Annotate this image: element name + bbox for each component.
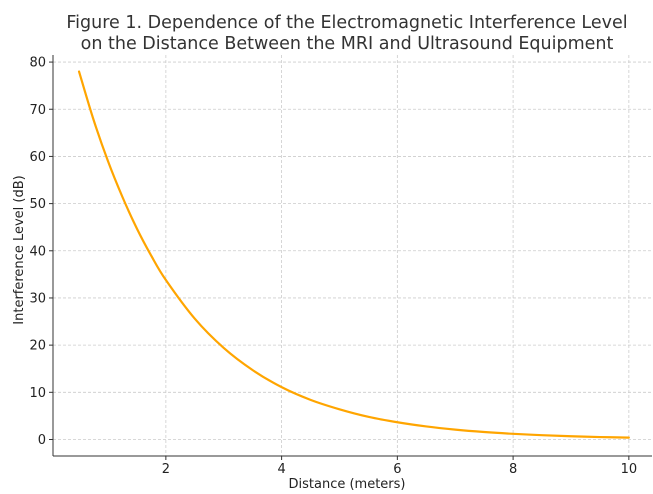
chart-title-line-1: Figure 1. Dependence of the Electromagne… bbox=[66, 13, 627, 33]
grid bbox=[53, 55, 652, 456]
y-tick-label-50: 50 bbox=[29, 197, 46, 212]
y-tick-label-10: 10 bbox=[29, 386, 46, 401]
chart-title: Figure 1. Dependence of the Electromagne… bbox=[66, 13, 627, 54]
y-tick-label-40: 40 bbox=[29, 244, 46, 259]
y-axis-label: Interference Level (dB) bbox=[12, 175, 27, 324]
x-tick-label-10: 10 bbox=[621, 462, 638, 477]
y-tick-label-0: 0 bbox=[38, 433, 46, 448]
axes-frame bbox=[52, 55, 652, 457]
x-tick-label-4: 4 bbox=[277, 462, 285, 477]
x-tick-label-2: 2 bbox=[162, 462, 170, 477]
x-tick-label-6: 6 bbox=[393, 462, 401, 477]
chart-title-line-2: on the Distance Between the MRI and Ultr… bbox=[81, 34, 614, 54]
series-line-0 bbox=[77, 70, 630, 439]
y-tick-label-20: 20 bbox=[29, 339, 46, 354]
x-axis: 2 4 6 8 10 bbox=[162, 456, 637, 477]
x-axis-label: Distance (meters) bbox=[289, 477, 406, 490]
series-layer bbox=[77, 70, 630, 439]
y-axis: 0 10 20 30 40 50 60 70 80 bbox=[29, 56, 53, 448]
x-tick-label-8: 8 bbox=[509, 462, 517, 477]
y-tick-label-30: 30 bbox=[29, 291, 46, 306]
y-tick-label-60: 60 bbox=[29, 150, 46, 165]
y-tick-label-70: 70 bbox=[29, 103, 46, 118]
y-tick-label-80: 80 bbox=[29, 56, 46, 71]
